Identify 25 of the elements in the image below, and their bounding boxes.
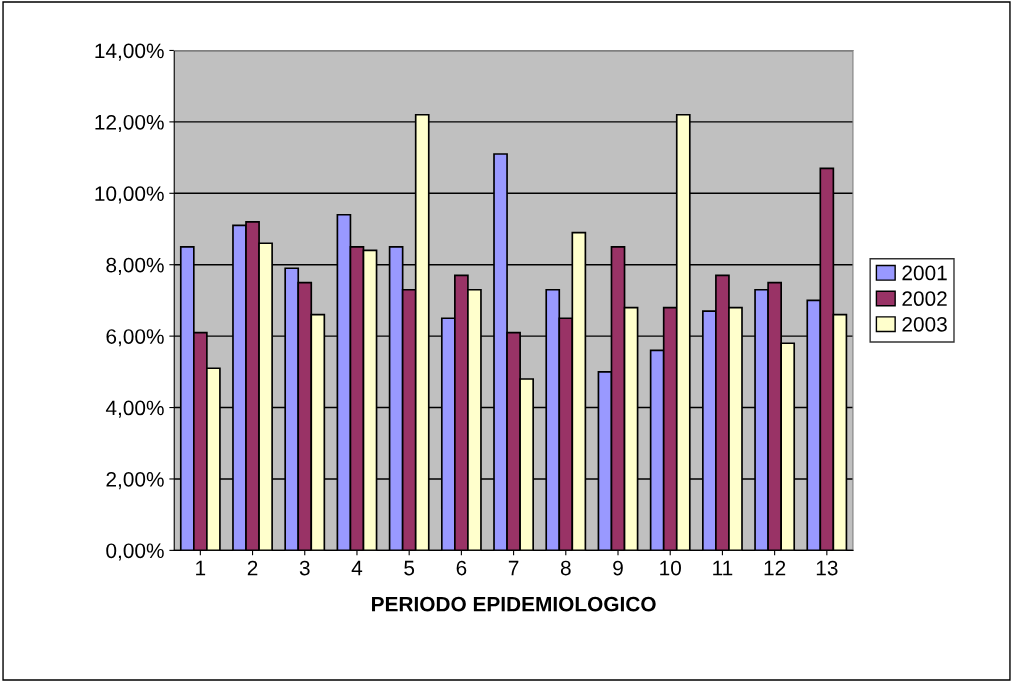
x-tick-label: 4	[351, 560, 363, 576]
y-tick-label: 14,00%	[95, 43, 164, 61]
y-tick-label: 6,00%	[106, 329, 164, 347]
y-tick-label: 8,00%	[106, 257, 164, 275]
x-tick-label: 7	[508, 560, 519, 576]
legend-label: 2003	[902, 316, 947, 332]
y-tick-label: 10,00%	[95, 186, 164, 204]
x-tick-label: 12	[764, 560, 786, 576]
x-axis-title: PERIODO EPIDEMIOLOGICO	[372, 596, 656, 612]
y-tick-label: 4,00%	[105, 400, 164, 418]
y-tick-label: 12,00%	[95, 114, 164, 133]
x-tick-label: 6	[456, 560, 467, 576]
x-tick-label: 13	[816, 560, 838, 576]
legend-label: 2002	[902, 291, 947, 307]
x-tick-label: 3	[299, 560, 310, 576]
x-tick-label: 1	[196, 560, 206, 576]
legend-label: 2001	[902, 265, 947, 281]
x-tick-label: 9	[613, 560, 623, 576]
x-tick-label: 5	[404, 560, 415, 576]
y-tick-label: 2,00%	[106, 471, 164, 490]
x-tick-label: 2	[247, 560, 258, 576]
x-tick-label: 10	[660, 560, 681, 576]
x-tick-label: 11	[713, 560, 733, 576]
y-tick-label: 0,00%	[106, 543, 164, 561]
x-tick-label: 8	[560, 560, 571, 576]
